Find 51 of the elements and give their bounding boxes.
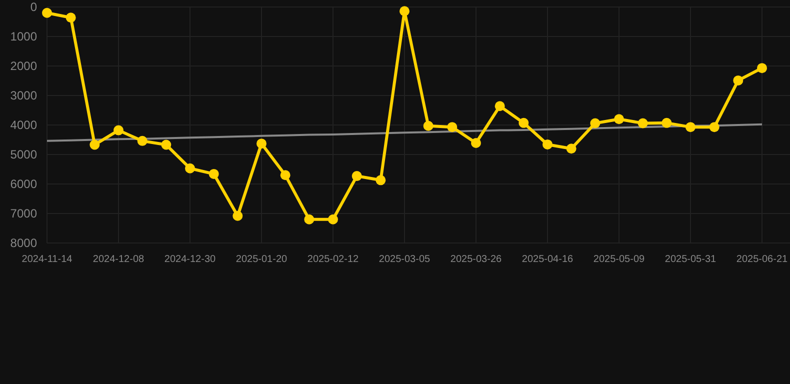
x-tick-label: 2024-12-30: [164, 254, 216, 265]
x-tick-label: 2024-11-14: [22, 254, 73, 265]
x-tick-label: 2025-02-12: [307, 254, 360, 265]
point: [447, 122, 458, 132]
point: [400, 6, 410, 16]
x-tick-label: 2024-12-08: [92, 254, 145, 265]
point: [185, 163, 195, 174]
y-tick-label: 6000: [10, 177, 38, 192]
x-tick-label: 2025-03-05: [378, 254, 431, 265]
x-tick-label: 2025-01-20: [236, 254, 288, 265]
point: [304, 214, 314, 224]
point: [638, 118, 648, 128]
x-tick-label: 2025-03-26: [450, 254, 502, 265]
point: [733, 75, 744, 86]
point: [494, 101, 505, 112]
x-tick-label: 2025-06-21: [736, 254, 788, 265]
point: [137, 136, 148, 146]
y-tick-label: 7000: [10, 206, 38, 221]
point: [66, 12, 76, 23]
x-tick-label: 2025-04-16: [522, 254, 574, 265]
point: [208, 168, 219, 179]
y-tick-label: 3000: [10, 88, 38, 103]
y-tick-label: 1000: [10, 30, 38, 44]
x-tick-label: 2025-05-31: [664, 254, 717, 265]
point: [352, 171, 362, 182]
point: [114, 125, 124, 136]
point: [590, 118, 600, 128]
y-tick-label: 2000: [10, 59, 38, 74]
point: [662, 118, 672, 128]
point: [376, 175, 386, 186]
y-tick-label: 0: [30, 0, 38, 14]
point: [280, 170, 290, 180]
point: [161, 140, 172, 150]
point: [328, 214, 338, 224]
point: [42, 8, 52, 18]
point: [232, 210, 243, 221]
x-tick-label: 2025-05-09: [593, 254, 646, 265]
y-tick-label: 4000: [10, 118, 38, 132]
point: [757, 63, 767, 74]
point: [686, 122, 696, 132]
point: [614, 114, 624, 124]
point: [542, 139, 552, 150]
point: [423, 120, 434, 131]
point: [566, 144, 576, 154]
y-tick-label: 5000: [10, 148, 38, 162]
point: [709, 122, 720, 132]
point: [471, 138, 481, 148]
point: [256, 138, 266, 149]
y-tick-label: 8000: [10, 236, 38, 250]
point: [90, 140, 100, 150]
point: [518, 118, 529, 128]
